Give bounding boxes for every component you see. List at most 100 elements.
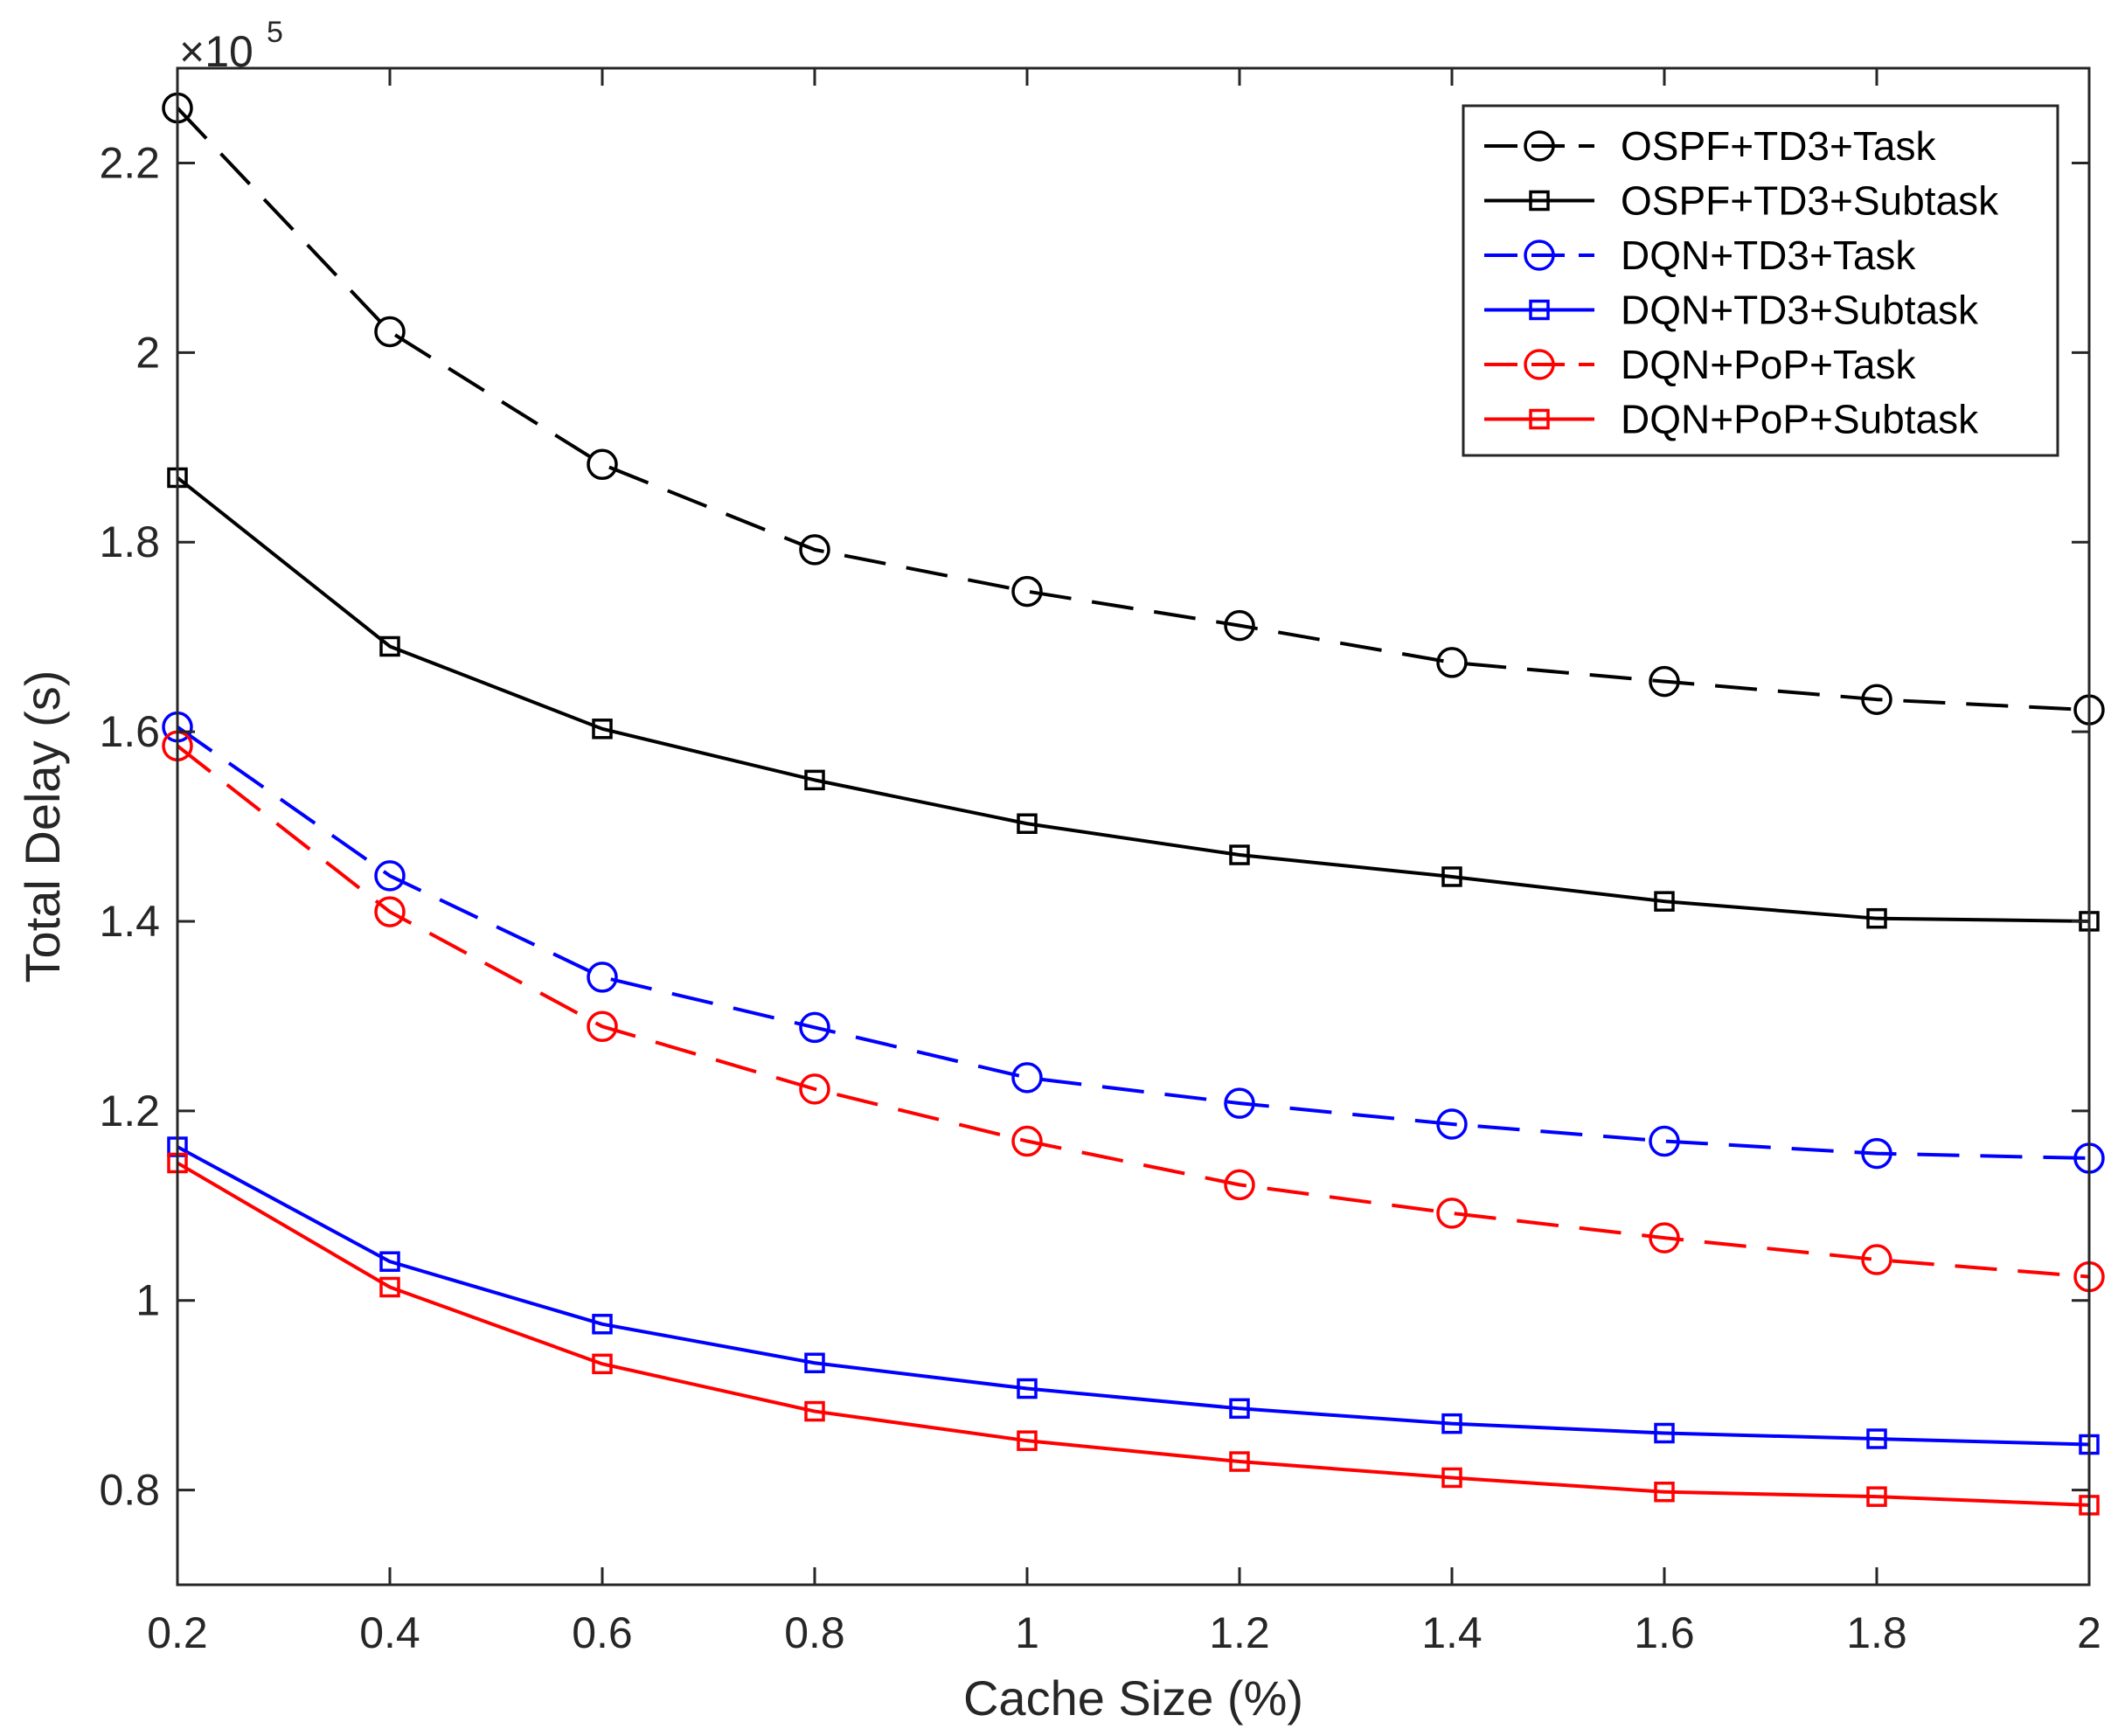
series-line [176, 726, 2090, 1161]
y-tick-label: 2 [135, 328, 160, 377]
y-tick-label: 0.8 [99, 1466, 160, 1515]
data-point [1654, 891, 1675, 912]
legend-marker [1524, 240, 1555, 271]
legend-item: OSPF+TD3+Task [1484, 123, 1936, 169]
x-tick-label: 1 [1015, 1608, 1039, 1657]
legend-label: OSPF+TD3+Task [1621, 123, 1936, 169]
data-point [1654, 1481, 1675, 1503]
legend-marker [1529, 299, 1550, 321]
data-point [587, 1010, 618, 1043]
data-point [592, 1314, 613, 1335]
data-point [1229, 1398, 1250, 1420]
data-point [1224, 609, 1255, 642]
data-point [1229, 1451, 1250, 1472]
data-point [592, 1353, 613, 1375]
series-line [176, 107, 2090, 712]
legend-marker [1524, 349, 1555, 380]
data-point [1861, 684, 1892, 715]
x-tick-label: 0.6 [572, 1608, 633, 1657]
data-point [1866, 907, 1887, 929]
data-point [1224, 1087, 1255, 1119]
series-layer [162, 92, 2105, 1516]
series-line [177, 1145, 2090, 1447]
legend-label: DQN+PoP+Task [1621, 342, 1916, 387]
legend-marker [1529, 190, 1550, 212]
data-point [374, 860, 406, 892]
series-line [176, 1161, 2090, 1507]
legend-label: DQN+PoP+Subtask [1621, 397, 1979, 442]
y-tick-label: 1 [135, 1276, 160, 1325]
series-line [176, 476, 2090, 923]
legend-box [1462, 104, 2059, 457]
data-point [1654, 1422, 1675, 1444]
y-tick-label: 1.6 [99, 707, 160, 756]
legend-item: DQN+PoP+Task [1484, 342, 1916, 387]
x-tick-label: 1.6 [1634, 1608, 1695, 1657]
data-point [1017, 813, 1038, 834]
data-point [799, 1011, 830, 1044]
data-point [1436, 1198, 1468, 1229]
data-point [379, 1276, 400, 1298]
data-point [1441, 1467, 1462, 1489]
data-point [379, 635, 400, 657]
legend-item: DQN+TD3+Task [1484, 233, 1916, 278]
plot-frame [176, 66, 2091, 1587]
x-tick-label: 0.8 [784, 1608, 845, 1657]
data-point [374, 896, 406, 927]
legend-marker [1524, 130, 1555, 162]
data-point [1861, 1244, 1892, 1275]
data-point [587, 962, 618, 993]
y-tick-label: 2.2 [99, 138, 160, 187]
data-point [1649, 1125, 1680, 1157]
data-point [804, 1400, 825, 1422]
data-point [379, 1251, 400, 1272]
x-tick-label: 0.2 [147, 1608, 208, 1657]
data-point [374, 316, 406, 348]
data-point [804, 769, 825, 791]
x-tick-label: 0.4 [359, 1608, 420, 1657]
x-axis-label: Cache Size (%) [963, 1670, 1303, 1726]
data-point [799, 1073, 830, 1105]
data-point [1866, 1428, 1887, 1449]
data-point [1224, 1169, 1255, 1201]
data-point [1866, 1486, 1887, 1507]
data-point [1229, 844, 1250, 865]
legend-label: DQN+TD3+Task [1621, 233, 1916, 278]
x-tick-label: 1.8 [1846, 1608, 1907, 1657]
legend-label: DQN+TD3+Subtask [1621, 288, 1979, 333]
y-tick-label: 1.4 [99, 897, 160, 946]
x-tick-label: 2 [2077, 1608, 2101, 1657]
data-point [1017, 1378, 1038, 1399]
series-line [176, 744, 2090, 1279]
data-point [592, 719, 613, 740]
data-point [1011, 1125, 1043, 1157]
data-point [1011, 575, 1043, 608]
axis-layer: 0.2 0.4 0.6 0.8 1 1.2 1.4 1.6 1.8 2 0.8 1 1.2 1.4 1.6 1… [99, 68, 2101, 1657]
y-tick-label: 1.2 [99, 1087, 160, 1135]
data-point [1436, 1108, 1468, 1140]
legend: OSPF+TD3+Task OSPF+TD3+Subtask DQN+TD3+Tas… [1462, 104, 2059, 457]
x-tick-label: 1.4 [1421, 1608, 1483, 1657]
data-point [1436, 647, 1468, 678]
data-point [1017, 1430, 1038, 1451]
data-point [587, 448, 618, 481]
y-axis-label: Total Delay (s) [15, 670, 70, 983]
data-point [1011, 1062, 1043, 1094]
y-multiplier-exponent: 5 [267, 16, 283, 49]
y-tick-label: 1.8 [99, 517, 160, 566]
data-point [1441, 866, 1462, 887]
legend-marker [1529, 408, 1550, 430]
data-point [1649, 1222, 1680, 1253]
legend-label: OSPF+TD3+Subtask [1621, 178, 1999, 224]
data-point [1441, 1413, 1462, 1434]
legend-item: DQN+TD3+Subtask [1484, 288, 1979, 333]
data-point [799, 534, 830, 566]
data-point [1649, 665, 1680, 698]
y-multiplier-base: ×10 [179, 27, 253, 76]
data-point [804, 1352, 825, 1374]
legend-item: DQN+PoP+Subtask [1484, 397, 1979, 442]
data-point [1861, 1137, 1892, 1170]
legend-item: OSPF+TD3+Subtask [1484, 178, 1999, 224]
x-tick-label: 1.2 [1209, 1608, 1270, 1657]
